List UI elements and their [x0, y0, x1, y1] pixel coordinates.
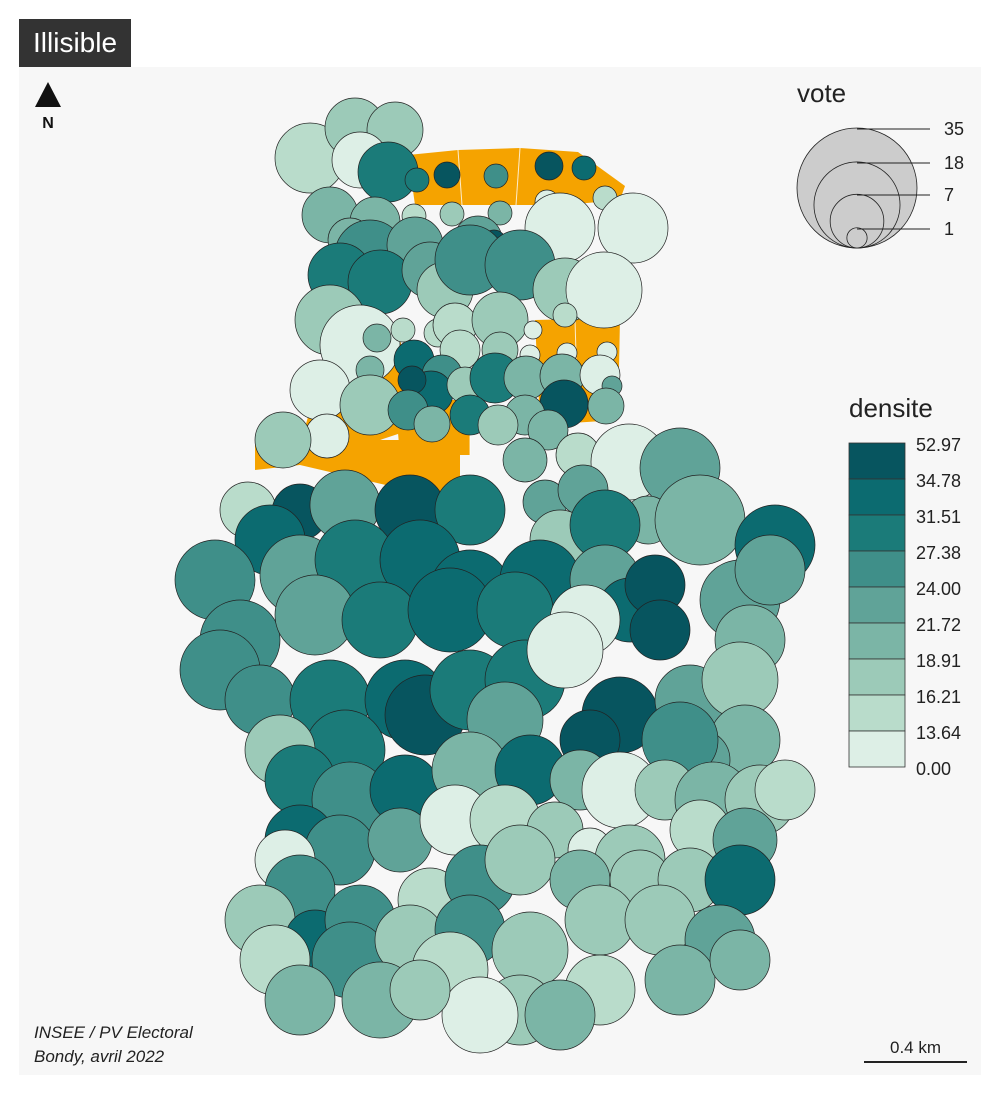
source-line-2: Bondy, avril 2022 [34, 1047, 165, 1066]
densite-legend-boxes [848, 442, 906, 768]
vote-circle-symbol [404, 167, 430, 193]
vote-circle-symbol [477, 404, 519, 446]
vote-circle-symbol [439, 201, 465, 227]
densite-legend-box [848, 586, 906, 624]
vote-circle-symbol [552, 302, 578, 328]
source-line-1: INSEE / PV Electoral [34, 1023, 193, 1042]
scale-line [864, 1061, 967, 1063]
vote-circle-symbol [502, 437, 548, 483]
vote-circle-symbol [397, 365, 427, 395]
highlight-area-north [408, 148, 625, 205]
vote-legend-label-7: 7 [944, 185, 955, 205]
map-title: Illisible [19, 19, 132, 67]
vote-circle-symbol [390, 317, 416, 343]
densite-legend-box [848, 550, 906, 588]
vote-circle-symbol [362, 323, 392, 353]
densite-legend-box [848, 478, 906, 516]
vote-circle-symbol [487, 200, 513, 226]
densite-break-label: 52.97 [916, 435, 962, 455]
vote-circle-symbol [571, 155, 597, 181]
densite-break-label: 13.64 [916, 723, 962, 743]
scale-bar: 0.4 km [864, 1038, 967, 1063]
densite-legend-box [848, 730, 906, 768]
vote-circle-symbol [644, 944, 716, 1016]
vote-circle-symbol [565, 251, 643, 329]
vote-circle-symbol [523, 320, 543, 340]
vote-circle-symbol [624, 884, 696, 956]
densite-break-label: 16.21 [916, 687, 962, 707]
vote-circle-symbol [441, 976, 519, 1054]
vote-circle-symbol [389, 959, 451, 1021]
vote-circle-symbol [629, 599, 691, 661]
densite-legend-box [848, 514, 906, 552]
vote-legend-circle [846, 227, 868, 249]
vote-circle-symbol [597, 192, 669, 264]
source-note: INSEE / PV Electoral Bondy, avril 2022 [34, 1021, 193, 1069]
vote-circle-symbol [264, 964, 336, 1036]
vote-circle-symbol [587, 387, 625, 425]
vote-circle-symbol [341, 581, 419, 659]
vote-circle-symbol [483, 163, 509, 189]
vote-circle-symbol [526, 611, 604, 689]
scale-label: 0.4 km [889, 1038, 942, 1057]
vote-circle-symbol [754, 759, 816, 821]
proportional-circles-layer [174, 97, 816, 1054]
vote-legend-label-18: 18 [944, 153, 965, 173]
densite-legend-box [848, 622, 906, 660]
north-label: N [42, 115, 54, 132]
vote-circle-symbol [564, 884, 636, 956]
vote-circle-symbol [413, 405, 451, 443]
vote-circle-symbol [654, 474, 746, 566]
densite-legend-box [848, 442, 906, 480]
vote-circle-symbol [484, 824, 556, 896]
densite-break-label: 31.51 [916, 507, 962, 527]
vote-legend-label-1: 1 [944, 219, 955, 239]
vote-circle-symbol [527, 409, 569, 451]
densite-break-label: 0.00 [916, 759, 952, 779]
vote-legend-symbols [796, 127, 930, 249]
vote-circle-symbol [254, 411, 312, 469]
vote-circle-symbol [734, 534, 806, 606]
densite-break-label: 34.78 [916, 471, 962, 491]
north-arrow: N [33, 80, 63, 133]
vote-circle-symbol [704, 844, 776, 916]
densite-break-label: 24.00 [916, 579, 962, 599]
vote-circle-symbol [304, 413, 350, 459]
vote-circle-symbol [434, 474, 506, 546]
vote-circle-symbol [433, 161, 461, 189]
north-arrow-icon [35, 82, 61, 107]
vote-legend-label-35: 35 [944, 119, 965, 139]
vote-circle-symbol [534, 151, 564, 181]
densite-legend-box [848, 658, 906, 696]
vote-circle-symbol [524, 979, 596, 1051]
vote-legend-title: vote [797, 78, 847, 108]
densite-legend-title: densite [849, 393, 933, 423]
densite-break-label: 21.72 [916, 615, 962, 635]
vote-circle-symbol [709, 929, 771, 991]
densite-break-label: 27.38 [916, 543, 962, 563]
densite-break-label: 18.91 [916, 651, 962, 671]
densite-legend-box [848, 694, 906, 732]
